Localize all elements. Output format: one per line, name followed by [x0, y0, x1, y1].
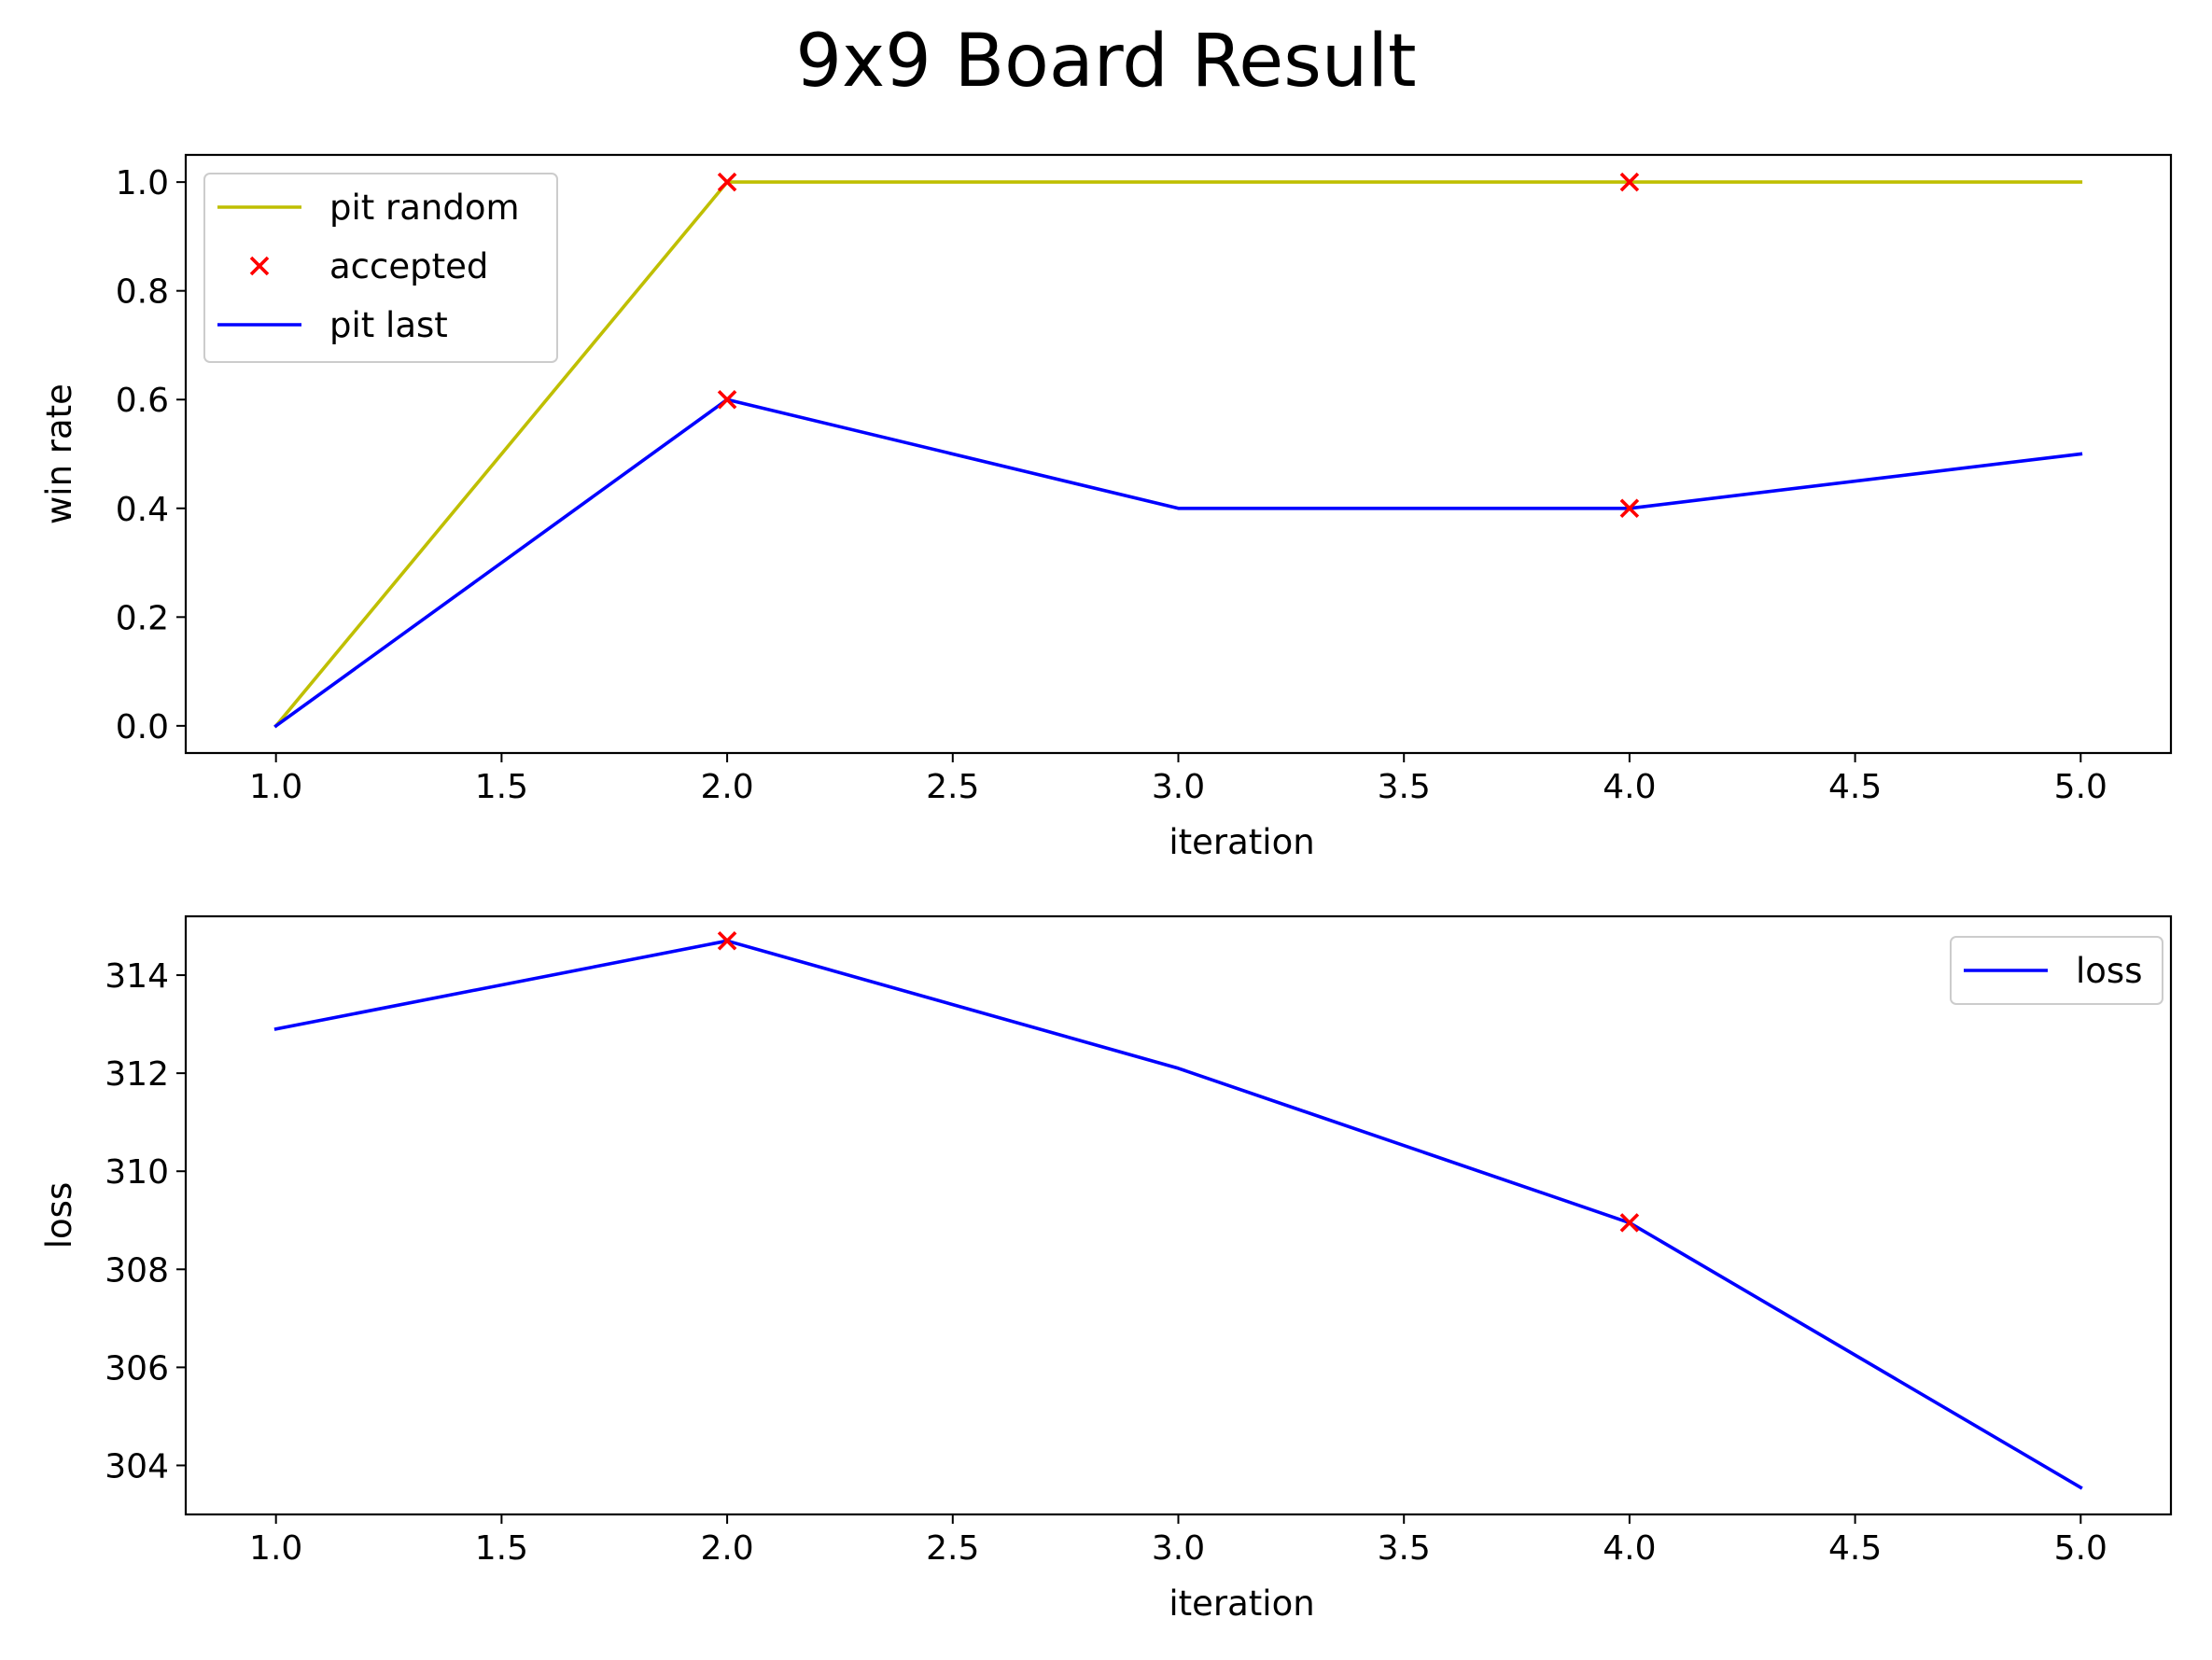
loss-x-tick-label: 4.5	[1828, 1529, 1882, 1568]
loss-axes-frame	[184, 914, 2173, 1516]
loss-y-tick-label: 304	[105, 1447, 169, 1486]
loss-accepted-marker	[1619, 1213, 1640, 1233]
loss-x-tick-label: 4.0	[1603, 1529, 1656, 1568]
loss-x-tick-label: 3.5	[1378, 1529, 1431, 1568]
win-rate-y-tick-label: 0.4	[116, 491, 169, 529]
loss-y-tick-label: 312	[105, 1055, 169, 1094]
win-rate-plot: 1.0 1.5 2.0 2.5 3.0 3.5 4.0 4.5 5.0 0.0 0.2 0.4 0.6 0…	[39, 153, 2173, 862]
win-rate-x-tick-label: 2.5	[926, 768, 979, 806]
legend-label-pit-last: pit last	[329, 305, 448, 345]
figure-title: 9x9 Board Result	[795, 20, 1416, 104]
loss-accepted-marker	[717, 930, 737, 951]
loss-x-tick-label: 3.0	[1152, 1529, 1205, 1568]
win-rate-accepted-marker	[717, 172, 737, 192]
legend-label-accepted: accepted	[329, 246, 488, 286]
loss-x-axis-label: iteration	[1169, 1583, 1314, 1624]
loss-y-tick-label: 314	[105, 957, 169, 996]
win-rate-y-tick-label: 1.0	[116, 164, 169, 202]
win-rate-x-tick-label: 3.5	[1378, 768, 1431, 806]
win-rate-y-tick-label: 0.0	[116, 708, 169, 746]
loss-y-tick-label: 306	[105, 1349, 169, 1388]
win-rate-x-tick-label: 1.0	[249, 768, 302, 806]
loss-y-tick-label: 308	[105, 1251, 169, 1290]
win-rate-accepted-marker	[1619, 172, 1640, 192]
loss-x-tick-label: 2.0	[700, 1529, 753, 1568]
loss-series-loss-line	[273, 939, 2083, 1490]
loss-y-tick-label: 310	[105, 1153, 169, 1192]
loss-x-tick-label: 1.5	[475, 1529, 528, 1568]
win-rate-x-tick-label: 1.5	[475, 768, 528, 806]
legend-label-pit-random: pit random	[329, 188, 520, 228]
win-rate-accepted-marker	[1619, 498, 1640, 519]
win-rate-series-pit-random-line	[273, 180, 2083, 729]
win-rate-y-tick-label: 0.6	[116, 382, 169, 420]
win-rate-x-tick-label: 2.0	[700, 768, 753, 806]
legend-label-loss: loss	[2076, 951, 2142, 991]
legend-handle-accepted	[249, 256, 270, 276]
loss-y-axis-label: loss	[39, 1182, 79, 1248]
win-rate-x-tick-label: 3.0	[1152, 768, 1205, 806]
win-rate-x-tick-label: 4.0	[1603, 768, 1656, 806]
loss-plot: 1.0 1.5 2.0 2.5 3.0 3.5 4.0 4.5 5.0 304 306 308 310 3…	[39, 914, 2173, 1624]
win-rate-y-axis-label: win rate	[39, 384, 79, 524]
win-rate-x-axis-label: iteration	[1169, 822, 1314, 862]
loss-x-tick-label: 1.0	[249, 1529, 302, 1568]
loss-legend: loss	[1950, 936, 2163, 1005]
win-rate-series-pit-last-line	[273, 398, 2083, 729]
win-rate-accepted-marker	[717, 389, 737, 410]
win-rate-legend: pit random accepted pit last	[203, 173, 558, 363]
loss-x-tick-label: 2.5	[926, 1529, 979, 1568]
win-rate-y-tick-label: 0.2	[116, 599, 169, 637]
loss-x-tick-label: 5.0	[2054, 1529, 2107, 1568]
win-rate-x-tick-label: 5.0	[2054, 768, 2107, 806]
win-rate-x-tick-label: 4.5	[1828, 768, 1882, 806]
win-rate-y-tick-label: 0.8	[116, 273, 169, 312]
